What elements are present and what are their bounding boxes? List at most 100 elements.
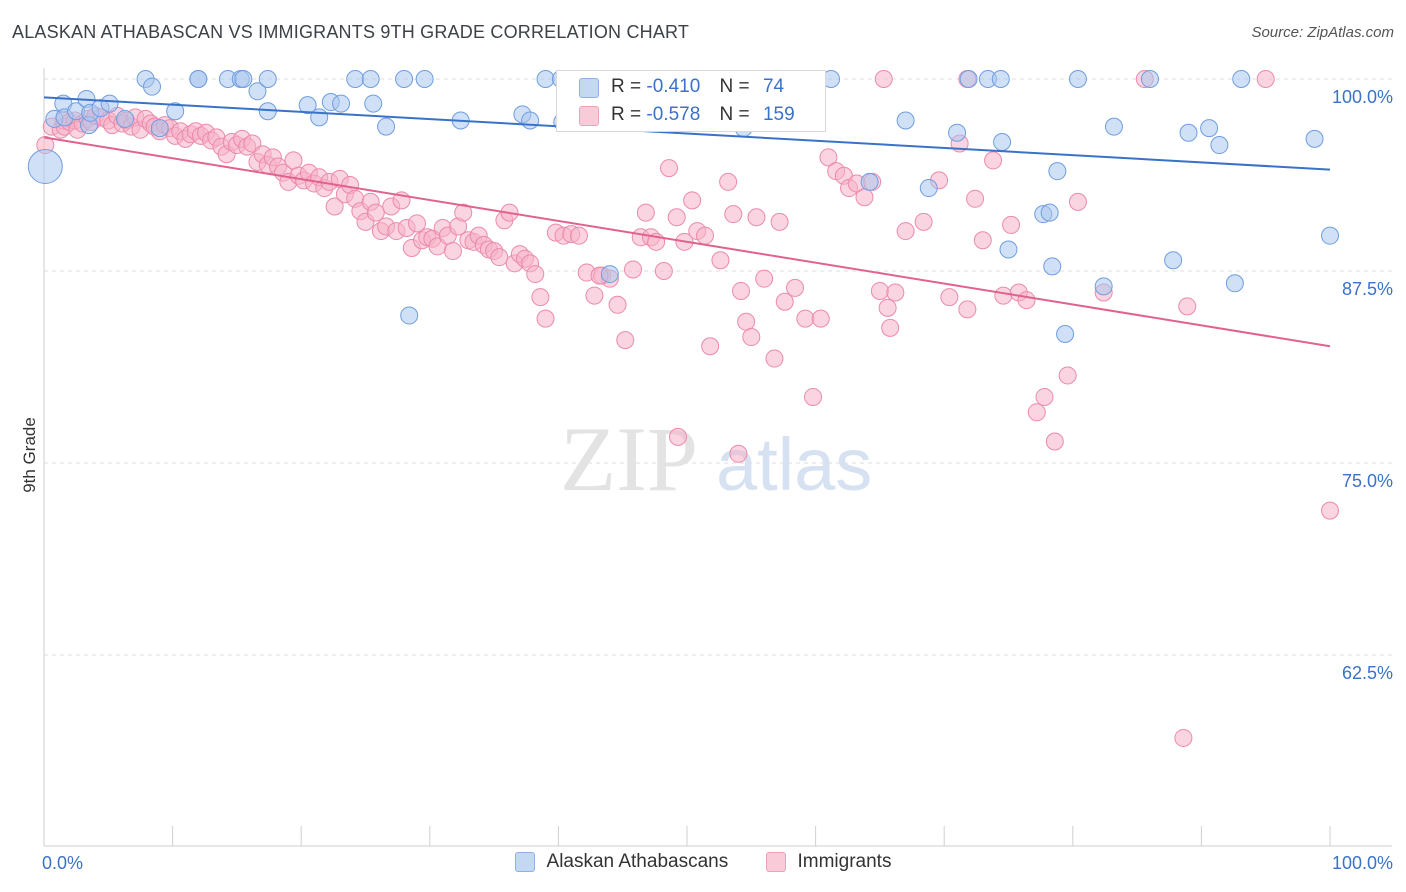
athabascan-point [234,70,253,88]
athabascan-point [364,94,383,113]
tick-labels: 100.0% 87.5% 75.0% 62.5% 0.0% 100.0% [42,87,1393,873]
athabascan-point [395,70,414,88]
athabascan-point [1305,129,1324,148]
immigrant-point [886,283,905,302]
athabascan-point [896,111,915,130]
athabascan-point [999,240,1018,259]
athabascan-point [1232,70,1251,88]
athabascan-trend-line [43,96,1331,171]
athabascan-point [332,94,351,113]
immigrant-point [659,159,678,178]
immigrant-point [1256,70,1275,88]
immigrant-point [454,203,473,222]
immigrant-point [1174,728,1193,747]
athabascan-point [919,179,938,198]
athabascan-point [536,70,555,88]
athabascan-point [166,102,185,121]
immigrant-point [765,349,784,368]
athabascan-point [1068,70,1087,88]
athabascan-point [189,70,208,88]
immigrant-point [966,189,985,208]
athabascan-point [415,70,434,88]
immigrant-point [636,203,655,222]
n-value-athabascan: 74 [762,76,785,97]
immigrant-point [407,214,426,233]
athabascan-point [116,109,135,128]
immigrant-point [667,208,686,227]
athabascan-point [346,70,365,88]
immigrant-trend-line [43,136,1331,348]
athabascan-point [298,96,317,115]
immigrant-point [742,328,761,347]
legend-label-athabascans: Alaskan Athabascans [546,851,729,872]
watermark-zip: ZIP [560,408,698,510]
r-value-immigrants: -0.578 [646,104,701,125]
x-tick-label: 100.0% [1332,853,1393,873]
athabascan-point [1200,119,1219,138]
athabascan-point [310,108,329,127]
immigrant-point [696,226,715,245]
athabascan-point [948,123,967,142]
trend-lines [43,96,1331,348]
immigrant-point [881,318,900,337]
immigrant-point [1058,366,1077,385]
legend-swatch-blue [579,78,599,98]
y-tick-label: 100.0% [1332,87,1393,107]
immigrant-point [531,288,550,307]
immigrant-point [1002,215,1021,234]
immigrant-point [1017,291,1036,310]
immigrant-point [914,212,933,231]
immigrant-point [325,197,344,216]
athabascan-point [100,94,119,113]
immigrant-point [668,427,687,446]
legend-item-athabascans[interactable]: Alaskan Athabascans [514,851,729,873]
immigrant-point [940,288,959,307]
immigrant-point [701,337,720,356]
athabascan-point [959,70,978,88]
legend-row-athabascan: R = -0.410 N = 74 [557,73,825,101]
athabascan-point [27,149,63,185]
immigrant-point [804,387,823,406]
immigrant-point [737,312,756,331]
athabascan-point [1043,257,1062,276]
immigrant-point [654,262,673,280]
athabascan-point [1094,277,1113,296]
athabascan-point [991,70,1010,88]
immigrant-point [796,309,815,328]
immigrant-point [896,222,915,241]
immigrant-point [536,309,555,328]
r-value-athabascan: -0.410 [646,76,701,97]
immigrant-point [770,212,789,231]
immigrant-point [878,298,897,317]
axes [43,68,1392,847]
legend-swatch-immigrants [765,852,786,872]
athabascan-point [143,77,162,96]
immigrant-point [608,295,627,314]
legend-item-immigrants[interactable]: Immigrants [765,851,892,873]
immigrant-point [819,148,838,167]
legend-row-immigrants: R = -0.578 N = 159 [557,101,825,129]
y-axis-label: 9th Grade [20,417,39,493]
athabascan-point [258,70,277,88]
gridlines [44,78,1392,656]
immigrant-point [526,265,545,284]
n-label: N = [719,104,750,125]
immigrant-point [786,278,805,297]
immigrant-point [1027,403,1046,422]
immigrant-point [958,300,977,319]
legend-swatch-pink [579,106,599,126]
immigrant-point [874,70,893,88]
legend-swatch-athabascans [514,852,535,872]
n-label: N = [719,76,750,97]
immigrant-point [623,260,642,279]
athabascan-point [1056,324,1075,343]
chart-title: ALASKAN ATHABASCAN VS IMMIGRANTS 9TH GRA… [12,22,690,42]
athabascan-point [1164,251,1183,270]
immigrant-point [724,205,743,224]
athabascan-point [377,117,396,136]
immigrant-point [683,191,702,210]
legend-label-immigrants: Immigrants [797,851,892,872]
source-label: Source: ZipAtlas.com [1251,24,1394,41]
immigrant-point [366,203,385,222]
